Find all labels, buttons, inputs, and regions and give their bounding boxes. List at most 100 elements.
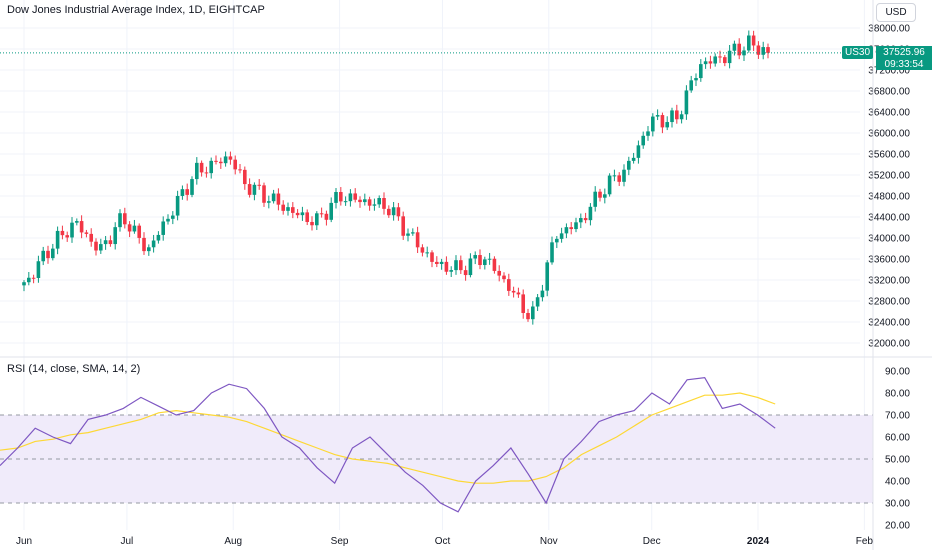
candle-body	[603, 194, 607, 198]
countdown: 09:33:54	[884, 59, 924, 70]
candle-body	[363, 199, 367, 203]
rsi-layer	[0, 376, 873, 513]
candle-body	[459, 260, 463, 271]
candle-body	[444, 261, 449, 272]
candle-body	[531, 306, 535, 320]
candle-body	[151, 240, 156, 248]
candle-body	[449, 270, 454, 272]
y-tick-label: 33200.00	[868, 276, 910, 287]
x-tick-label: Aug	[224, 536, 242, 547]
y-tick-label: 32400.00	[868, 318, 910, 329]
candle-body	[137, 225, 142, 238]
candle-body	[387, 208, 391, 216]
candle-body	[454, 260, 458, 271]
candle-body	[161, 221, 166, 235]
candle-body	[65, 235, 70, 238]
candle-body	[252, 184, 257, 195]
candle-body	[329, 202, 334, 220]
candle-body	[396, 207, 401, 217]
candle-body	[559, 233, 564, 239]
x-tick-label: Nov	[540, 536, 558, 547]
y-tick-label: 34000.00	[868, 234, 910, 245]
candle-body	[89, 233, 94, 242]
y-tick-label: 36000.00	[868, 129, 910, 140]
candle-body	[60, 230, 65, 236]
rsi-y-tick-label: 70.00	[885, 411, 910, 422]
candle-body	[622, 169, 626, 182]
candle-body	[507, 279, 511, 291]
candle-body	[468, 258, 473, 276]
candle-body	[708, 61, 713, 64]
candle-body	[579, 218, 583, 223]
candle-body	[310, 221, 314, 226]
candle-body	[156, 234, 161, 241]
candle-body	[502, 275, 506, 280]
y-tick-label: 36400.00	[868, 108, 910, 119]
candle-body	[631, 157, 636, 161]
y-tick-label: 34800.00	[868, 192, 910, 203]
candle-body	[555, 238, 559, 243]
candle-body	[84, 232, 89, 234]
rsi-y-tick-label: 60.00	[885, 433, 910, 444]
candle-body	[627, 160, 631, 170]
candle-body	[175, 195, 180, 216]
candle-body	[583, 218, 588, 221]
candle-body	[420, 247, 425, 253]
candle-body	[358, 199, 362, 203]
candle-body	[199, 162, 204, 173]
y-tick-label: 32000.00	[868, 339, 910, 350]
y-tick-label: 33600.00	[868, 255, 910, 266]
candle-body	[761, 47, 766, 55]
candle-body	[70, 222, 74, 238]
candle-body	[588, 206, 593, 221]
y-tick-label: 37200.00	[868, 66, 910, 77]
candle-body	[473, 255, 478, 259]
candle-body	[651, 116, 655, 132]
candle-body	[703, 61, 708, 65]
candle-body	[723, 57, 727, 64]
candle-body	[103, 240, 108, 245]
candle-body	[41, 250, 46, 262]
candle-body	[655, 115, 660, 117]
candle-body	[219, 161, 223, 164]
candle-body	[22, 282, 26, 286]
candle-body	[343, 201, 348, 203]
candle-body	[295, 212, 300, 216]
candle-body	[339, 192, 343, 202]
candle-body	[713, 56, 718, 64]
candle-body	[36, 261, 41, 278]
candle-body	[315, 213, 319, 226]
candle-body	[132, 225, 137, 232]
candle-body	[487, 258, 492, 260]
candle-body	[75, 221, 79, 223]
candle-body	[324, 213, 329, 220]
candle-body	[574, 222, 578, 230]
candle-body	[55, 230, 60, 249]
candle-body	[593, 191, 598, 207]
candle-body	[483, 259, 487, 266]
candle-body	[377, 198, 382, 205]
candle-body	[127, 224, 132, 232]
grid-lines	[0, 0, 865, 530]
symbol-badge: US30	[842, 46, 874, 59]
candle-body	[247, 184, 252, 195]
candle-body	[166, 218, 170, 222]
candle-body	[276, 193, 281, 205]
x-tick-label: 2024	[747, 536, 770, 547]
candle-body	[415, 232, 420, 248]
last-price-value: 37525.96	[883, 47, 925, 58]
chart-title: Dow Jones Industrial Average Index, 1D, …	[7, 4, 265, 16]
currency-button[interactable]: USD	[876, 3, 916, 22]
candle-body	[699, 64, 703, 79]
candle-body	[243, 169, 247, 185]
candle-body	[262, 185, 266, 203]
candle-body	[108, 240, 113, 245]
candle-body	[209, 160, 214, 174]
candle-body	[550, 242, 554, 263]
candle-body	[291, 207, 295, 213]
candle-body	[511, 290, 516, 293]
last-price-box: 37525.96 09:33:54	[876, 46, 932, 70]
candle-body	[305, 212, 310, 222]
candle-body	[271, 193, 276, 202]
